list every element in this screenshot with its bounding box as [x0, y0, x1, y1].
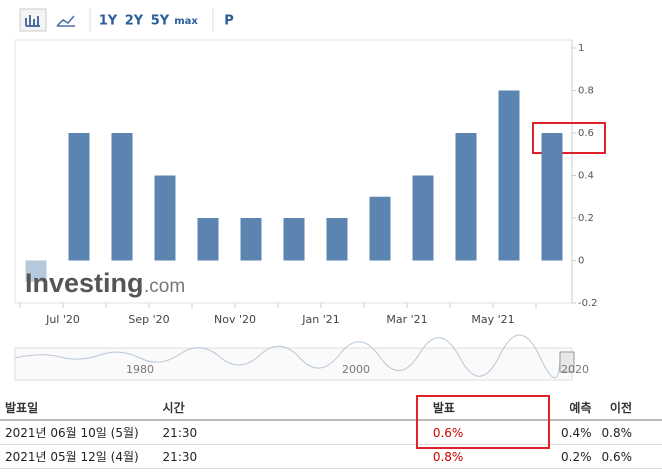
header-row: 발표일 시간 발표 예측 이전: [0, 396, 662, 421]
watermark-brand: Investing: [25, 268, 144, 298]
period-button[interactable]: 1Y: [99, 14, 118, 29]
toolbar: [19, 8, 214, 32]
navigator-label: 1980: [126, 363, 154, 376]
y-tick-label: 0.8: [578, 86, 594, 97]
table-cell: 0.4%: [468, 420, 597, 445]
table-cell: 21:30: [157, 420, 428, 445]
period-button[interactable]: 5Y: [151, 14, 170, 29]
x-tick-label: Sep '20: [128, 313, 169, 326]
y-tick-label: 1: [578, 43, 584, 54]
bar: [197, 218, 219, 261]
y-tick-label: 0.4: [578, 171, 594, 182]
y-tick-label: 0.6: [578, 128, 594, 139]
x-tick-label: May '21: [471, 313, 514, 326]
table-cell: 0.6%: [596, 444, 662, 469]
bar-icon: [25, 15, 40, 27]
x-tick-label: Nov '20: [214, 313, 256, 326]
table-row: 2021년 06월 10일 (5월) 21:30 0.6% 0.4% 0.8%: [0, 420, 662, 445]
navigator-label: 2020: [561, 363, 589, 376]
plot-area: [14, 39, 573, 304]
watermark: Investing .com: [25, 268, 185, 298]
bar: [68, 133, 90, 261]
highlight-box: [416, 395, 550, 449]
table-cell: 0.8%: [596, 420, 662, 445]
period-button[interactable]: P: [224, 14, 234, 29]
chart: Investing .com 1Y 2Y 5Y max P -0.2 0 0.2 0.4 0.6 0…: [14, 8, 606, 381]
table-cell: 발표: [427, 396, 469, 421]
navigator: [14, 347, 573, 381]
table-cell: 21:30: [157, 444, 428, 469]
table-cell: 이전: [596, 396, 662, 421]
bar: [283, 218, 305, 261]
bar: [326, 218, 348, 261]
table-cell: 발표일: [0, 396, 158, 421]
bar: [111, 133, 133, 261]
y-tick-label: 0.2: [578, 213, 594, 224]
bar: [154, 175, 176, 261]
y-tick-label: -0.2: [578, 298, 598, 309]
navigator-line: [14, 334, 561, 379]
y-tick-label: 0: [578, 256, 584, 267]
bar: [455, 133, 477, 261]
table-row: 2021년 05월 12일 (4월) 21:30 0.8% 0.2% 0.6%: [0, 444, 662, 469]
x-tick-label: Mar '21: [386, 313, 427, 326]
table-cell: 2021년 05월 12일 (4월): [0, 444, 158, 469]
navigator-handle[interactable]: [559, 351, 575, 373]
bar: [369, 196, 391, 261]
table-cell: 시간: [157, 396, 428, 421]
table-cell: 2021년 06월 10일 (5월): [0, 420, 158, 445]
bar: [412, 175, 434, 261]
line-icon-button[interactable]: [51, 8, 79, 32]
bar: [498, 90, 520, 261]
x-tick-label: Jan '21: [301, 313, 339, 326]
bar: [25, 260, 47, 282]
bar: [541, 133, 563, 261]
x-tick-label: Jul '20: [45, 313, 80, 326]
table-cell: 0.6%: [427, 420, 469, 445]
bar: [240, 218, 262, 261]
highlight-box: [532, 122, 606, 154]
navigator-label: 2000: [342, 363, 370, 376]
table-cell: 예측: [468, 396, 597, 421]
period-button[interactable]: max: [174, 16, 198, 27]
releases-table: 발표일 시간 발표 예측 이전 2021년 06월 10일 (5월) 21:30 0.6% 0.…: [0, 396, 662, 469]
line-icon: [56, 15, 75, 27]
watermark-suffix: .com: [144, 276, 185, 297]
period-button[interactable]: 2Y: [125, 14, 144, 29]
